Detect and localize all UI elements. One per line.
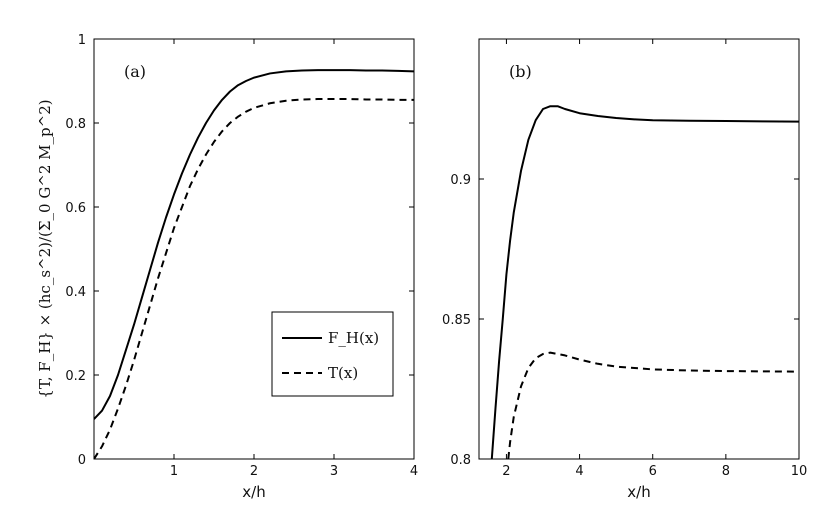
panel-a-x-axis-label: x/h [242,483,265,501]
x-tick-label: 10 [791,464,808,479]
series-line-t [94,98,414,459]
panel-a-label: (a) [124,62,146,81]
x-tick-label: 6 [649,464,657,479]
series-line-t [507,351,799,459]
series-line-fh [94,69,414,420]
y-tick-label: 0.4 [65,285,86,300]
x-tick-label: 3 [330,464,338,479]
x-tick-label: 2 [502,464,510,479]
x-tick-label: 4 [575,464,583,479]
panel-b-label: (b) [509,62,532,81]
panel-b: 2 4 6 8 10 0.8 0.85 0.9 (b) x/h [442,38,808,501]
y-tick-label: 0.2 [65,369,86,384]
series-line-fh [490,105,799,459]
plot-frame [478,38,800,460]
panel-b-plot-area: 2 4 6 8 10 0.8 0.85 0.9 [442,38,808,479]
y-tick-label: 0.8 [65,117,86,132]
x-tick-label: 1 [170,464,178,479]
x-tick-label: 8 [722,464,730,479]
y-tick-label: 0.8 [450,453,471,468]
panel-a-plot-area: 1 2 3 4 0 0.2 0.4 0.6 0.8 1 [65,33,418,479]
legend-label-t: T(x) [328,364,358,382]
legend-box [271,311,394,397]
legend-label-fh: F_H(x) [328,329,379,347]
y-tick-label: 0.85 [442,313,471,328]
panel-a: 1 2 3 4 0 0.2 0.4 0.6 0.8 1 (a) x/h {T, F_H} × (h… [36,33,418,501]
panel-b-x-axis-label: x/h [627,483,650,501]
y-tick-label: 0 [78,453,86,468]
y-tick-label: 0.9 [450,173,471,188]
x-tick-label: 2 [250,464,258,479]
x-tick-label: 4 [410,464,418,479]
y-tick-label: 0.6 [65,201,86,216]
legend: F_H(x) T(x) [271,311,394,397]
panel-a-y-axis-label: {T, F_H} × (hc_s^2)/(Σ_0 G^2 M_p^2) [36,99,54,398]
y-tick-label: 1 [78,33,86,48]
